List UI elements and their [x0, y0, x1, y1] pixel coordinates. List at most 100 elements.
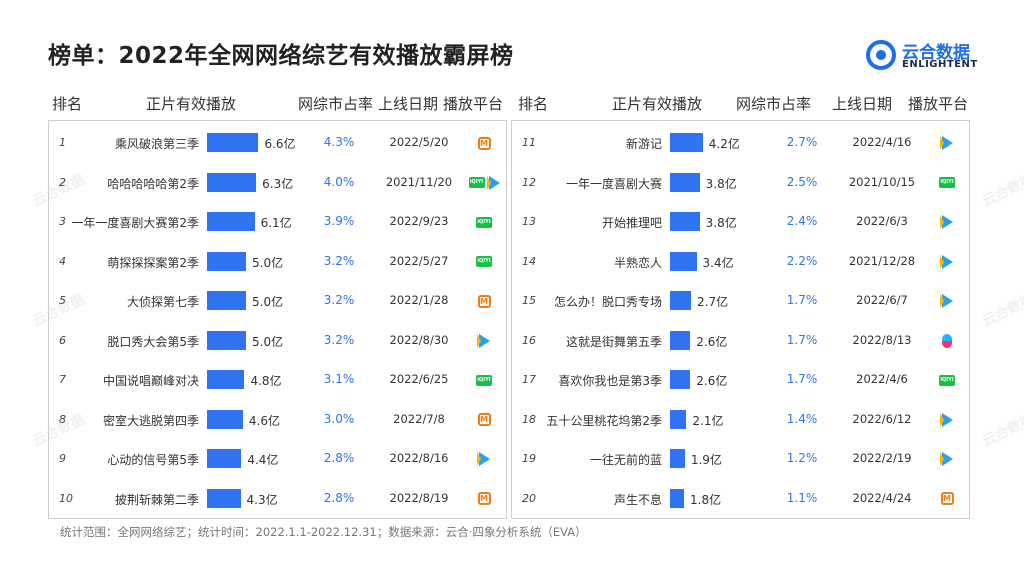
platform-cell — [922, 332, 972, 350]
show-name: 密室大逃脱第四季 — [102, 413, 199, 428]
tencent-video-icon — [939, 294, 953, 308]
play-value-label: 4.2亿 — [708, 137, 740, 151]
show-name: 大侦探第七季 — [126, 295, 199, 309]
rank-number: 10 — [59, 491, 73, 505]
market-share: 2.8% — [323, 451, 355, 465]
show-name: 乘风破浪第三季 — [114, 137, 199, 151]
play-value-label: 4.8亿 — [250, 374, 282, 388]
show-name: 哈哈哈哈哈第2季 — [107, 176, 199, 191]
play-bar — [207, 370, 245, 389]
tencent-video-icon — [476, 452, 490, 466]
play-bar — [670, 212, 700, 231]
platform-cell: iQIYI — [459, 174, 509, 192]
rank-number: 1 — [59, 136, 66, 149]
header-date: 上线日期 — [378, 95, 439, 113]
logo-icon — [866, 40, 896, 70]
header-share: 网综市占率 — [298, 95, 374, 113]
play-bar — [207, 212, 255, 231]
show-name: 中国说唱巅峰对决 — [102, 374, 199, 388]
show-name: 半熟恋人 — [613, 255, 662, 270]
platform-cell — [922, 134, 972, 152]
rank-number: 3 — [59, 215, 66, 228]
market-share: 3.2% — [323, 253, 355, 268]
page-title: 榜单：2022年全网网络综艺有效播放霸屏榜 — [48, 43, 514, 69]
platform-cell: M — [459, 292, 509, 310]
play-value-label: 5.0亿 — [252, 334, 284, 349]
play-value-label: 6.1亿 — [260, 216, 292, 230]
market-share: 3.0% — [323, 411, 355, 426]
launch-date: 2022/4/16 — [852, 135, 912, 149]
ranking-row: 5 大侦探第七季 5.0亿 3.2% 2022/1/28 M — [49, 282, 506, 321]
play-value-label: 1.8亿 — [690, 492, 722, 507]
launch-date: 2022/8/13 — [852, 332, 912, 347]
header-name: 正片有效播放 — [146, 95, 237, 113]
ranking-row: 9 心动的信号第5季 4.4亿 2.8% 2022/8/16 — [49, 440, 506, 479]
rank-number: 5 — [59, 294, 66, 307]
platform-cell — [922, 213, 972, 231]
platform-cell: M — [459, 134, 509, 152]
launch-date: 2022/6/3 — [856, 214, 908, 228]
launch-date: 2022/8/19 — [389, 490, 449, 505]
header-date: 上线日期 — [832, 95, 893, 113]
play-bar — [670, 291, 692, 310]
platform-cell — [459, 332, 509, 350]
tencent-video-icon — [486, 175, 500, 190]
watermark: 云合数据 — [979, 291, 1024, 330]
market-share: 1.1% — [786, 490, 818, 505]
platform-cell — [922, 411, 972, 429]
rank-number: 13 — [522, 215, 536, 228]
play-bar — [207, 449, 242, 468]
market-share: 4.0% — [323, 174, 355, 189]
platform-cell: M — [459, 411, 509, 429]
ranking-row: 13 开始推理吧 3.8亿 2.4% 2022/6/3 — [512, 203, 969, 242]
market-share: 3.1% — [323, 372, 355, 386]
show-name: 五十公里桃花坞第2季 — [546, 413, 662, 428]
launch-date: 2022/5/20 — [389, 135, 449, 149]
ranking-panel-left: 1 乘风破浪第三季 6.6亿 4.3% 2022/5/20 M 2 哈哈哈哈哈第2季 6.3亿 4… — [48, 120, 507, 519]
play-value-label: 3.8亿 — [705, 216, 737, 230]
play-value-label: 4.6亿 — [248, 413, 280, 428]
show-name: 心动的信号第5季 — [107, 453, 199, 467]
play-bar — [207, 133, 259, 152]
launch-date: 2022/2/19 — [852, 451, 912, 465]
play-value-label: 2.6亿 — [696, 374, 728, 388]
show-name: 一年一度喜剧大赛 — [565, 176, 662, 191]
play-bar — [670, 330, 691, 350]
platform-cell: M — [922, 490, 972, 508]
iqiyi-icon: iQIYI — [468, 177, 485, 188]
platform-cell — [922, 292, 972, 310]
play-bar — [670, 449, 685, 468]
show-name: 声生不息 — [613, 492, 662, 507]
market-share: 3.2% — [323, 293, 355, 307]
rank-number: 11 — [522, 136, 536, 149]
play-bar — [207, 488, 241, 508]
play-bar — [207, 330, 246, 350]
ranking-row: 2 哈哈哈哈哈第2季 6.3亿 4.0% 2021/11/20 iQIYI — [49, 164, 506, 203]
launch-date: 2022/1/28 — [389, 293, 449, 307]
play-value-label: 6.6亿 — [264, 137, 296, 151]
launch-date: 2022/4/24 — [852, 490, 912, 505]
market-share: 1.2% — [786, 451, 818, 465]
header-platform: 播放平台 — [443, 95, 504, 113]
play-value-label: 3.4亿 — [702, 255, 734, 270]
watermark: 云合数据 — [979, 171, 1024, 210]
platform-cell — [922, 450, 972, 468]
ranking-row: 4 萌探探探案第2季 5.0亿 3.2% 2022/5/27 iQIYI — [49, 243, 506, 282]
iqiyi-icon: iQIYI — [476, 216, 492, 228]
ranking-row: 19 一往无前的蓝 1.9亿 1.2% 2022/2/19 — [512, 440, 969, 479]
market-share: 1.4% — [786, 411, 818, 426]
ranking-row: 15 怎么办！脱口秀专场 2.7亿 1.7% 2022/6/7 — [512, 282, 969, 321]
market-share: 2.7% — [786, 135, 818, 149]
play-value-label: 3.8亿 — [705, 176, 737, 191]
market-share: 1.7% — [786, 372, 818, 386]
play-value-label: 6.3亿 — [262, 176, 294, 191]
market-share: 2.5% — [786, 174, 818, 189]
launch-date: 2022/7/8 — [393, 411, 445, 426]
ranking-row: 7 中国说唱巅峰对决 4.8亿 3.1% 2022/6/25 iQIYI — [49, 361, 506, 400]
launch-date: 2022/5/27 — [389, 253, 449, 268]
ranking-row: 20 声生不息 1.8亿 1.1% 2022/4/24 M — [512, 480, 969, 519]
play-value-label: 2.7亿 — [697, 295, 729, 309]
show-name: 喜欢你我也是第3季 — [558, 374, 662, 388]
rank-number: 19 — [522, 452, 536, 465]
play-bar — [670, 251, 697, 271]
